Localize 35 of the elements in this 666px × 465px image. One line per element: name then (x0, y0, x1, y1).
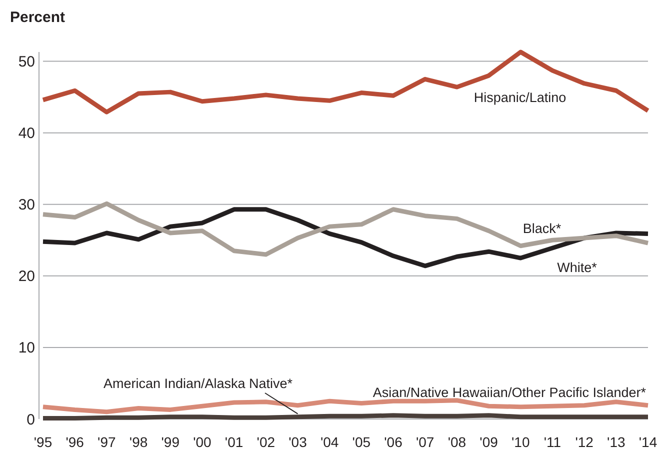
x-tick-label: '14 (638, 434, 658, 450)
line-series (40, 201, 650, 257)
series-label: Asian/Native Hawaiian/Other Pacific Islander* (372, 385, 647, 400)
x-tick-label: '13 (607, 434, 626, 450)
y-tick-label: 40 (18, 125, 35, 142)
x-tick-label: '95 (34, 434, 52, 450)
x-tick-label: '02 (256, 434, 276, 450)
y-tick-label: 30 (18, 196, 35, 214)
x-tick-label: '08 (448, 434, 466, 450)
x-tick-label: '09 (480, 434, 498, 450)
series-label: White* (557, 260, 598, 275)
y-tick-label: 50 (18, 54, 35, 71)
x-tick-label: '97 (98, 434, 116, 450)
series-label: Hispanic/Latino (474, 90, 566, 105)
x-tick-label: '96 (66, 434, 84, 450)
x-tick-label: '06 (384, 434, 403, 450)
x-tick-label: '03 (288, 434, 308, 450)
line-series (40, 50, 650, 114)
y-tick-label: 20 (18, 268, 35, 286)
series-label: American Indian/Alaska Native* (103, 376, 294, 391)
series-label: Black* (522, 221, 562, 236)
line-series (40, 398, 650, 414)
x-tick-label: '05 (352, 434, 371, 450)
x-tick-label: '00 (193, 434, 212, 450)
y-tick-label: 10 (18, 340, 35, 357)
x-tick-label: '01 (224, 434, 244, 450)
x-tick-label: '11 (544, 434, 562, 450)
x-tick-label: '98 (129, 434, 148, 450)
x-tick-label: '07 (416, 434, 434, 450)
x-tick-label: '10 (512, 434, 530, 450)
x-tick-label: '12 (575, 434, 594, 450)
y-axis-title: Percent (10, 9, 66, 26)
x-tick-label: '99 (161, 434, 180, 450)
x-tick-label: '04 (320, 434, 339, 450)
y-tick-label: 0 (26, 411, 35, 428)
